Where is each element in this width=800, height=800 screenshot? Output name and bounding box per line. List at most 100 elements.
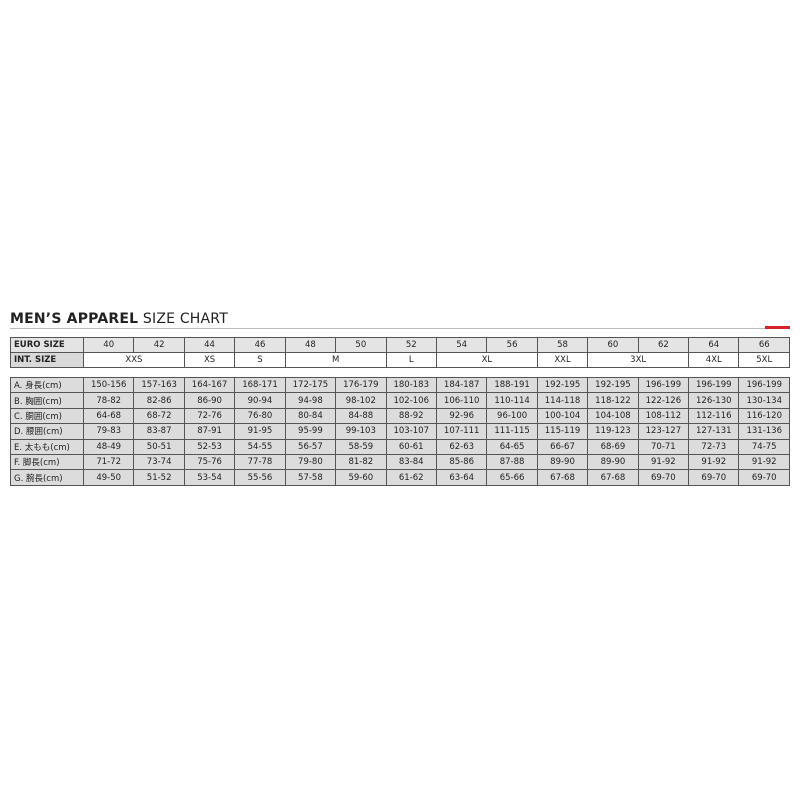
euro-size: 52	[385, 337, 437, 353]
accent	[765, 326, 790, 329]
measure-value: 98-102	[335, 392, 387, 409]
measure-value: 118-122	[587, 392, 639, 409]
measure-value: 75-76	[183, 453, 236, 471]
measure-value: 90-94	[234, 392, 286, 409]
measure-value: 63-64	[435, 469, 488, 486]
measure-value: 83-84	[385, 453, 437, 471]
measure-value: 69-70	[688, 469, 740, 486]
measure-value: 64-68	[82, 407, 135, 425]
row-label: F. 脚長(cm)	[10, 453, 84, 471]
measure-value: 53-54	[183, 469, 236, 486]
measure-value: 64-65	[486, 438, 538, 455]
measure-value: 123-127	[637, 423, 690, 440]
measure-value: 69-70	[637, 469, 690, 486]
measure-value: 83-87	[133, 423, 185, 440]
measure-value: 108-112	[637, 407, 690, 425]
measure-value: 56-57	[284, 438, 337, 455]
int-size: 5XL	[738, 352, 790, 368]
measure-value: 80-84	[284, 407, 337, 425]
measure-value: 106-110	[435, 392, 488, 409]
measure-value: 61-62	[385, 469, 437, 486]
measure-value: 57-58	[284, 469, 337, 486]
measure-value: 91-92	[738, 453, 790, 471]
measure-row: F. 脚長(cm) 71-72 73-74 75-76 77-78 79-80 81-82 8…	[10, 453, 790, 471]
row-label: INT. SIZE	[10, 352, 84, 368]
measure-value: 87-88	[486, 453, 538, 471]
measure-value: 126-130	[688, 392, 740, 409]
measure-value: 102-106	[385, 392, 437, 409]
measure-value: 172-175	[284, 376, 337, 394]
measure-value: 111-115	[486, 423, 538, 440]
int-size: XL	[435, 352, 538, 368]
measure-value: 184-187	[435, 376, 488, 394]
measure-value: 112-116	[688, 407, 740, 425]
measure-value: 67-68	[536, 469, 589, 486]
euro-size: 62	[637, 337, 690, 353]
euro-size: 58	[536, 337, 589, 353]
measure-value: 79-80	[284, 453, 337, 471]
measure-value: 58-59	[335, 438, 387, 455]
euro-size: 50	[335, 337, 387, 353]
measure-row: B. 胸囲(cm) 78-82 82-86 86-90 90-94 94-98 98-102…	[10, 392, 790, 409]
int-size: L	[385, 352, 437, 368]
measure-row: G. 腕長(cm) 49-50 51-52 53-54 55-56 57-58 59-60 6…	[10, 469, 790, 486]
euro-size: 46	[234, 337, 286, 353]
measure-value: 68-72	[133, 407, 185, 425]
measure-value: 192-195	[536, 376, 589, 394]
measure-value: 68-69	[587, 438, 639, 455]
measure-value: 89-90	[587, 453, 639, 471]
row-label: C. 胴囲(cm)	[10, 407, 84, 425]
int-size: M	[284, 352, 387, 368]
euro-row: EURO SIZE 40 42 44 46 48 50 52 54 56 58 60 62 64 66	[10, 337, 790, 353]
measure-value: 188-191	[486, 376, 538, 394]
int-size: XXS	[83, 352, 185, 368]
measure-value: 110-114	[486, 392, 538, 409]
measure-value: 77-78	[234, 453, 286, 471]
measure-value: 76-80	[234, 407, 286, 425]
measure-value: 87-91	[183, 423, 236, 440]
measure-value: 192-195	[587, 376, 639, 394]
euro-size: 40	[82, 337, 135, 353]
measure-value: 114-118	[536, 392, 589, 409]
measure-value: 79-83	[82, 423, 135, 440]
measure-value: 66-67	[536, 438, 589, 455]
measure-value: 65-66	[486, 469, 538, 486]
measure-row: C. 胴囲(cm) 64-68 68-72 72-76 76-80 80-84 84-88 8…	[10, 407, 790, 425]
measure-value: 96-100	[486, 407, 538, 425]
measure-value: 72-73	[688, 438, 740, 455]
measure-value: 164-167	[183, 376, 236, 394]
measure-value: 67-68	[587, 469, 639, 486]
measure-value: 84-88	[335, 407, 387, 425]
measure-value: 196-199	[637, 376, 690, 394]
measure-value: 119-123	[587, 423, 639, 440]
measure-value: 116-120	[738, 407, 790, 425]
measure-value: 104-108	[587, 407, 639, 425]
measure-value: 86-90	[183, 392, 236, 409]
measure-value: 49-50	[82, 469, 135, 486]
measure-value: 85-86	[435, 453, 488, 471]
measure-value: 103-107	[385, 423, 437, 440]
measure-value: 91-92	[688, 453, 740, 471]
measure-value: 59-60	[335, 469, 387, 486]
measure-value: 196-199	[688, 376, 740, 394]
euro-size: 64	[688, 337, 740, 353]
measure-row: D. 腰囲(cm) 79-83 83-87 87-91 91-95 95-99 99-103…	[10, 423, 790, 440]
title-regular: SIZE CHART	[142, 311, 228, 327]
measure-value: 48-49	[82, 438, 135, 455]
measure-value: 54-55	[234, 438, 286, 455]
measure-row: A. 身長(cm) 150-156 157-163 164-167 168-171 172…	[10, 376, 790, 394]
row-label: D. 腰囲(cm)	[10, 423, 84, 440]
measure-value: 127-131	[688, 423, 740, 440]
row-label: G. 腕長(cm)	[10, 469, 84, 486]
euro-size: 44	[183, 337, 236, 353]
measure-value: 70-71	[637, 438, 690, 455]
measure-value: 95-99	[284, 423, 337, 440]
measure-value: 91-92	[637, 453, 690, 471]
measure-value: 180-183	[385, 376, 437, 394]
measure-value: 71-72	[82, 453, 135, 471]
measure-value: 88-92	[385, 407, 437, 425]
measure-value: 91-95	[234, 423, 286, 440]
measure-value: 100-104	[536, 407, 589, 425]
row-label: EURO SIZE	[10, 337, 84, 353]
measure-value: 157-163	[133, 376, 185, 394]
